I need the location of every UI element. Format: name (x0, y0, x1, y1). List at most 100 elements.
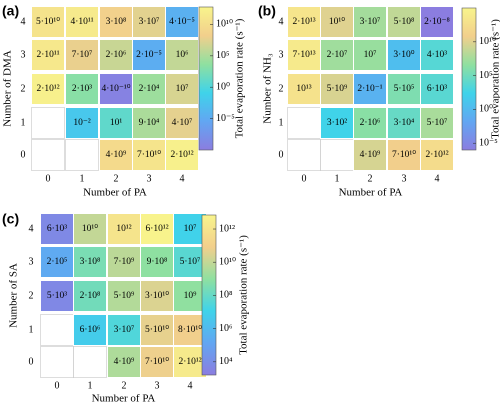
y-tick-label: 0 (21, 149, 26, 160)
cell-label: 9·10⁴ (139, 118, 160, 128)
heatmap-cell (132, 107, 166, 139)
cell-label: 6·10⁶ (80, 325, 101, 335)
cell-label: 3·10⁰ (393, 49, 414, 60)
cell-label: 3·10⁷ (360, 17, 381, 27)
cell-label: 4·10⁷ (172, 118, 193, 128)
x-tick-label: 3 (402, 173, 407, 184)
cell-label: 10⁻² (73, 118, 91, 128)
cell-label: 9·10⁸ (147, 257, 168, 267)
heatmap-cell (320, 6, 354, 38)
cell-label: 3·10⁸ (80, 257, 101, 267)
heatmap-cell (132, 39, 166, 71)
colorbar-tick-label: 10⁸ (219, 290, 233, 301)
colorbar-tick-label: 10¹² (219, 223, 235, 234)
empty-cell (40, 314, 74, 346)
cell-label: 7·10¹⁰ (145, 356, 169, 367)
empty-cell (65, 139, 99, 171)
heatmap-cell (420, 39, 454, 71)
cell-label: 10⁷ (364, 50, 377, 60)
cell-label: 5·10¹⁰ (145, 324, 169, 335)
empty-cell (31, 107, 65, 139)
colorbar-tick-label: 10⁶ (219, 323, 233, 334)
cell-label: 2·10¹² (178, 357, 201, 367)
cell-label: 3·10⁴ (394, 118, 415, 128)
cell-label: 3·10⁷ (114, 325, 135, 335)
cell-label: 4·10⁹ (106, 150, 127, 160)
cell-label: 4·10⁹ (114, 357, 135, 367)
heatmap-cell (132, 6, 166, 38)
x-tick-label: 1 (335, 173, 340, 184)
cell-label: 2·10³ (72, 84, 92, 94)
y-tick-label: 2 (279, 83, 284, 94)
cell-label: 10¹² (116, 224, 131, 234)
cell-label: 5·10⁵ (394, 84, 415, 94)
cell-label: 2·10¹² (36, 84, 59, 94)
cell-label: 2·10¹² (170, 150, 193, 160)
y-tick-label: 4 (279, 16, 284, 27)
x-tick-label: 0 (302, 173, 307, 184)
heatmap-cell (31, 39, 65, 71)
y-axis-label: Number of DMA (2, 50, 14, 126)
colorbar-tick-label: 10⁻⁵ (216, 113, 235, 124)
cell-label: 3·10⁸ (106, 17, 127, 27)
heatmap-cell (73, 246, 107, 278)
cell-label: 4·10¹¹ (70, 17, 93, 27)
y-axis-label: Number of NH₃ (262, 53, 274, 124)
heatmap-cell (420, 6, 454, 38)
heatmap-cell (420, 139, 454, 171)
colorbar-label: Total evaporation rate (s⁻¹) (490, 19, 500, 139)
heatmap-cell (73, 314, 107, 346)
cell-label: 2·10¹¹ (36, 50, 59, 60)
heatmap-cell (107, 213, 141, 245)
x-tick-label: 3 (147, 173, 152, 184)
x-tick-label: 4 (435, 173, 440, 184)
cell-label: 7·10⁹ (114, 257, 135, 267)
cell-label: 7·10⁷ (72, 50, 93, 60)
cell-label: 4·10⁻⁵ (169, 17, 195, 27)
colorbar (201, 214, 217, 376)
colorbar-label: Total evaporation rate (s⁻¹) (234, 18, 246, 138)
heatmap-cell (320, 39, 354, 71)
cell-label: 7·10¹⁰ (137, 149, 161, 160)
empty-cell (287, 107, 321, 139)
panel-label: (a) (2, 3, 19, 19)
y-tick-label: 3 (29, 256, 34, 267)
cell-label: 5·10⁹ (114, 291, 135, 301)
cell-label: 2·10⁻⁵ (136, 50, 162, 60)
heatmap-panel: (c) 4·10⁹ 7·10¹⁰ 2·10¹² 6·10⁶ 3·10⁷ 5·10¹⁰ 8·10… (2, 211, 250, 405)
heatmap-cell (40, 246, 74, 278)
cell-label: 2·10⁵ (47, 257, 68, 267)
colorbar-tick-label: 10⁻⁵ (479, 138, 498, 149)
cell-label: 5·10⁸ (394, 17, 415, 27)
heatmap-cell (65, 39, 99, 71)
y-tick-label: 1 (21, 117, 26, 128)
y-tick-label: 2 (29, 290, 34, 301)
colorbar-tick-label: 10¹⁰ (216, 19, 233, 30)
cell-label: 2·10⁶ (360, 118, 381, 128)
heatmap-cell (165, 39, 199, 71)
y-axis-label: Number of SA (8, 263, 20, 328)
heatmap-cell (99, 139, 133, 171)
x-tick-label: 4 (180, 173, 185, 184)
cell-label: 5·10³ (47, 291, 67, 301)
colorbar-tick-label: 10⁴ (219, 356, 233, 367)
x-axis-label: Number of PA (83, 187, 147, 199)
heatmap-cell (132, 139, 166, 171)
empty-cell (31, 139, 65, 171)
heatmap-cell (40, 280, 74, 312)
heatmap-panel: (b) 4·10⁹ 7·10¹⁰ 2·10¹² 3·10² 2·10⁶ 3·10⁴ 5·10⁷… (258, 3, 500, 199)
cell-label: 10¹ (110, 118, 123, 128)
cell-label: 10¹³ (296, 84, 311, 94)
heatmap-cell (140, 346, 174, 378)
heatmap-panel: (a) 4·10⁹ 7·10¹⁰ 2·10¹² 10⁻² 10¹ 9·10⁴ 4·10⁷ 2·1… (2, 3, 246, 199)
heatmap-cell (420, 107, 454, 139)
x-axis-label: Number of PA (92, 393, 156, 405)
heatmap-cell (99, 6, 133, 38)
cell-label: 8·10¹⁰ (178, 324, 202, 335)
heatmap-cell (99, 73, 133, 105)
y-tick-label: 0 (29, 356, 34, 367)
x-tick-label: 0 (46, 173, 51, 184)
colorbar-tick-label: 10⁵ (216, 50, 230, 61)
cell-label: 3·10¹⁰ (145, 290, 169, 301)
